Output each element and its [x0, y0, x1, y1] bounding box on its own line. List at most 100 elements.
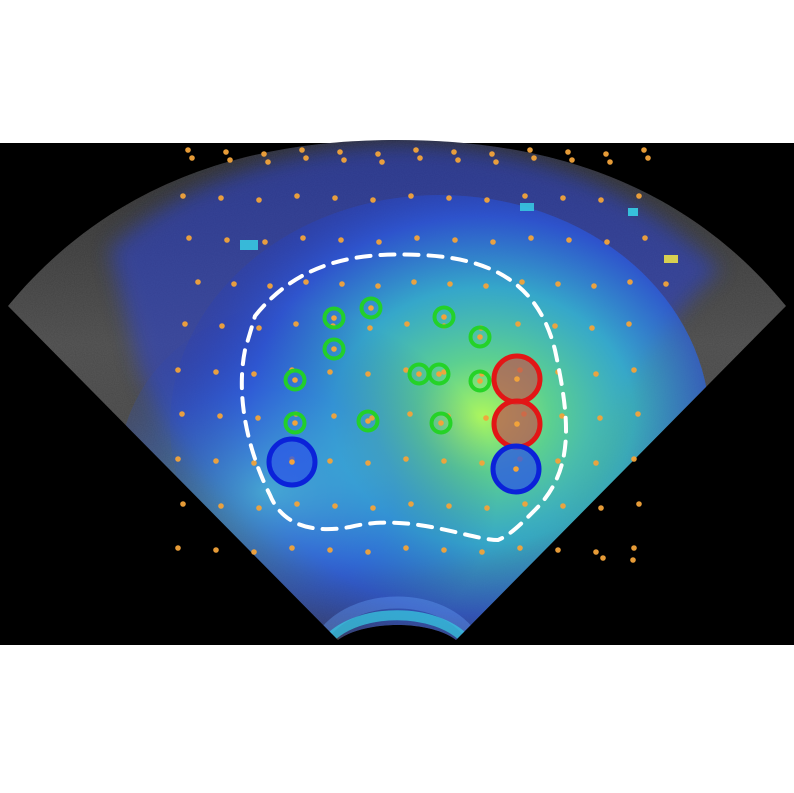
grid-point: [265, 159, 271, 165]
grid-point: [631, 367, 637, 373]
roi-boundary: [239, 252, 569, 543]
grid-point: [407, 411, 413, 417]
heat-speck: [240, 240, 258, 250]
grid-point: [441, 458, 447, 464]
grid-point: [293, 321, 299, 327]
red-circle-marker: [491, 353, 543, 405]
grid-point: [300, 235, 306, 241]
green-ring: [359, 296, 383, 320]
grid-point: [299, 147, 305, 153]
grid-point: [641, 147, 647, 153]
grid-point: [635, 411, 641, 417]
grid-point: [515, 321, 521, 327]
grid-point: [338, 237, 344, 243]
grid-point: [517, 545, 523, 551]
grid-point: [179, 411, 185, 417]
grid-point: [367, 325, 373, 331]
grid-point: [447, 281, 453, 287]
green-ring-center: [368, 305, 374, 311]
grid-point: [267, 283, 273, 289]
green-ring-center: [416, 371, 422, 377]
grid-point: [261, 151, 267, 157]
green-ring-center: [441, 314, 447, 320]
grid-point: [555, 458, 561, 464]
grid-point: [376, 239, 382, 245]
grid-point: [484, 197, 490, 203]
grid-point: [370, 505, 376, 511]
grid-point: [642, 235, 648, 241]
grid-point: [598, 197, 604, 203]
grid-point: [452, 237, 458, 243]
grid-point: [303, 155, 309, 161]
grid-point: [251, 460, 257, 466]
green-ring-marker: [356, 409, 380, 433]
green-ring-marker: [359, 296, 383, 320]
grid-point: [627, 279, 633, 285]
green-ring: [322, 306, 346, 330]
grid-point: [182, 321, 188, 327]
green-ring-marker: [283, 411, 307, 435]
grid-point: [403, 367, 409, 373]
green-ring-marker: [468, 325, 492, 349]
grid-point: [555, 547, 561, 553]
grid-point: [327, 369, 333, 375]
grid-point: [413, 147, 419, 153]
grid-point: [600, 555, 606, 561]
grid-point: [451, 149, 457, 155]
grid-point: [589, 325, 595, 331]
green-ring: [468, 325, 492, 349]
grid-point: [224, 237, 230, 243]
grid-point: [636, 501, 642, 507]
grid-point: [218, 503, 224, 509]
grid-point: [327, 547, 333, 553]
grid-point: [403, 456, 409, 462]
grid-point: [403, 545, 409, 551]
blue-circle-center: [289, 459, 295, 465]
grid-point: [223, 149, 229, 155]
grid-point: [441, 547, 447, 553]
grid-point: [217, 413, 223, 419]
grid-point: [379, 159, 385, 165]
grid-point: [231, 281, 237, 287]
grid-point: [455, 157, 461, 163]
green-ring-center: [292, 420, 298, 426]
grid-point: [251, 371, 257, 377]
grid-point: [493, 159, 499, 165]
heat-speck: [664, 255, 678, 263]
grid-point: [185, 147, 191, 153]
grid-point: [180, 501, 186, 507]
grid-point: [479, 549, 485, 555]
green-ring-center: [477, 378, 483, 384]
grid-point: [365, 371, 371, 377]
blue-circle-marker: [266, 436, 318, 488]
grid-point: [256, 505, 262, 511]
grid-point: [219, 323, 225, 329]
grid-point: [294, 501, 300, 507]
grid-point: [560, 503, 566, 509]
grid-point: [645, 155, 651, 161]
grid-point: [332, 503, 338, 509]
grid-point: [370, 197, 376, 203]
grid-point: [593, 549, 599, 555]
green-ring: [322, 337, 346, 361]
markers: [266, 296, 543, 495]
green-ring: [283, 411, 307, 435]
green-ring-center: [436, 371, 442, 377]
grid-point: [607, 159, 613, 165]
grid-point: [414, 235, 420, 241]
blue-circle-ring: [490, 443, 542, 495]
green-ring-marker: [283, 368, 307, 392]
green-ring: [356, 409, 380, 433]
grid-point: [256, 197, 262, 203]
grid-point: [294, 193, 300, 199]
grid-point: [631, 545, 637, 551]
grid-point: [369, 415, 375, 421]
grid-point: [341, 157, 347, 163]
grid-point: [189, 155, 195, 161]
grid-point: [528, 235, 534, 241]
grid-point: [591, 283, 597, 289]
grid-point: [251, 549, 257, 555]
grid-point: [332, 195, 338, 201]
grid-point: [631, 456, 637, 462]
